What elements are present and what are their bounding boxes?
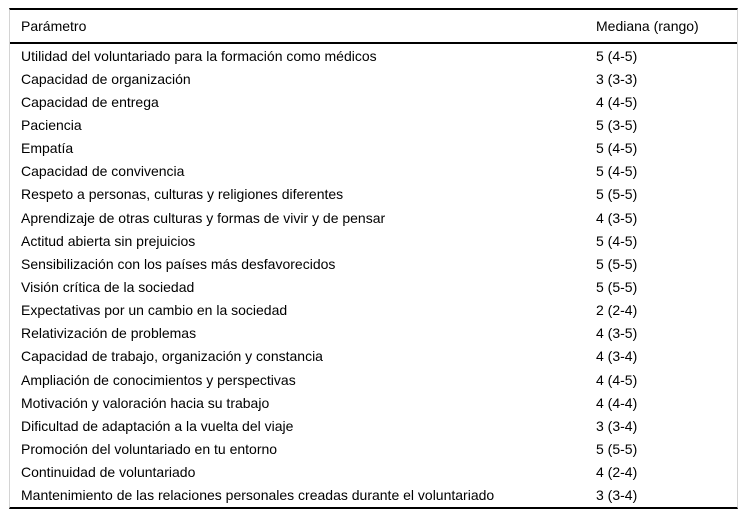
column-header-mediana-rango: Mediana (rango) <box>596 18 699 34</box>
median-range-cell: 4 (4-4) <box>596 394 638 411</box>
parameter-cell: Respeto a personas, culturas y religione… <box>21 186 344 203</box>
table-row: Empatía 5 (4-5) <box>10 137 737 160</box>
parameter-cell: Utilidad del voluntariado para la formac… <box>21 47 377 64</box>
table-body: Utilidad del voluntariado para la formac… <box>10 44 737 507</box>
parameter-cell: Mantenimiento de las relaciones personal… <box>21 487 495 504</box>
median-range-cell: 5 (4-5) <box>596 232 638 249</box>
parameter-cell: Capacidad de entrega <box>21 93 159 110</box>
median-range-cell: 4 (2-4) <box>596 464 638 481</box>
table-row: Capacidad de convivencia 5 (4-5) <box>10 160 737 183</box>
table-row: Mantenimiento de las relaciones personal… <box>10 484 737 507</box>
median-range-cell: 5 (5-5) <box>596 278 638 295</box>
table-row: Capacidad de organización 3 (3-3) <box>10 67 737 90</box>
column-header-parametro: Parámetro <box>21 18 87 34</box>
parameter-cell: Promoción del voluntariado en tu entorno <box>21 440 278 457</box>
parameter-cell: Sensibilización con los países más desfa… <box>21 255 336 272</box>
parameter-cell: Dificultad de adaptación a la vuelta del… <box>21 417 294 434</box>
parameter-cell: Relativización de problemas <box>21 325 197 342</box>
table-row: Utilidad del voluntariado para la formac… <box>10 44 737 67</box>
table-row: Motivación y valoración hacia su trabajo… <box>10 391 737 414</box>
table-row: Promoción del voluntariado en tu entorno… <box>10 437 737 460</box>
median-range-cell: 5 (4-5) <box>596 140 638 157</box>
median-range-cell: 3 (3-3) <box>596 70 638 87</box>
table-row: Ampliación de conocimientos y perspectiv… <box>10 368 737 391</box>
median-range-cell: 5 (3-5) <box>596 116 638 133</box>
median-range-cell: 4 (3-5) <box>596 209 638 226</box>
parameter-cell: Aprendizaje de otras culturas y formas d… <box>21 209 386 226</box>
parameter-cell: Capacidad de convivencia <box>21 163 185 180</box>
table-row: Expectativas por un cambio en la socieda… <box>10 299 737 322</box>
parameter-cell: Actitud abierta sin prejuicios <box>21 232 196 249</box>
median-range-cell: 4 (3-4) <box>596 348 638 365</box>
median-range-cell: 4 (4-5) <box>596 371 638 388</box>
median-range-cell: 5 (5-5) <box>596 255 638 272</box>
median-range-cell: 3 (3-4) <box>596 417 638 434</box>
parameter-cell: Capacidad de trabajo, organización y con… <box>21 348 323 365</box>
median-range-cell: 5 (5-5) <box>596 440 638 457</box>
median-range-cell: 4 (4-5) <box>596 93 638 110</box>
table-row: Visión crítica de la sociedad 5 (5-5) <box>10 275 737 298</box>
parameter-cell: Motivación y valoración hacia su trabajo <box>21 394 270 411</box>
table-row: Aprendizaje de otras culturas y formas d… <box>10 206 737 229</box>
parameter-cell: Capacidad de organización <box>21 70 191 87</box>
parameter-cell: Expectativas por un cambio en la socieda… <box>21 302 288 319</box>
table-row: Paciencia 5 (3-5) <box>10 113 737 136</box>
median-range-cell: 4 (3-5) <box>596 325 638 342</box>
median-range-cell: 5 (5-5) <box>596 186 638 203</box>
median-range-cell: 5 (4-5) <box>596 47 638 64</box>
table-row: Relativización de problemas 4 (3-5) <box>10 322 737 345</box>
table-row: Respeto a personas, culturas y religione… <box>10 183 737 206</box>
parameters-table: Parámetro Mediana (rango) Utilidad del v… <box>9 8 738 509</box>
median-range-cell: 5 (4-5) <box>596 163 638 180</box>
median-range-cell: 3 (3-4) <box>596 487 638 504</box>
parameter-cell: Paciencia <box>21 116 82 133</box>
median-range-cell: 2 (2-4) <box>596 302 638 319</box>
table-row: Capacidad de entrega 4 (4-5) <box>10 90 737 113</box>
table-row: Continuidad de voluntariado 4 (2-4) <box>10 461 737 484</box>
parameter-cell: Empatía <box>21 140 74 157</box>
table-row: Capacidad de trabajo, organización y con… <box>10 345 737 368</box>
table-row: Dificultad de adaptación a la vuelta del… <box>10 414 737 437</box>
table-row: Actitud abierta sin prejuicios 5 (4-5) <box>10 229 737 252</box>
table-row: Sensibilización con los países más desfa… <box>10 252 737 275</box>
parameter-cell: Continuidad de voluntariado <box>21 464 196 481</box>
parameter-cell: Ampliación de conocimientos y perspectiv… <box>21 371 296 388</box>
table-header-row: Parámetro Mediana (rango) <box>10 10 737 44</box>
parameter-cell: Visión crítica de la sociedad <box>21 278 195 295</box>
